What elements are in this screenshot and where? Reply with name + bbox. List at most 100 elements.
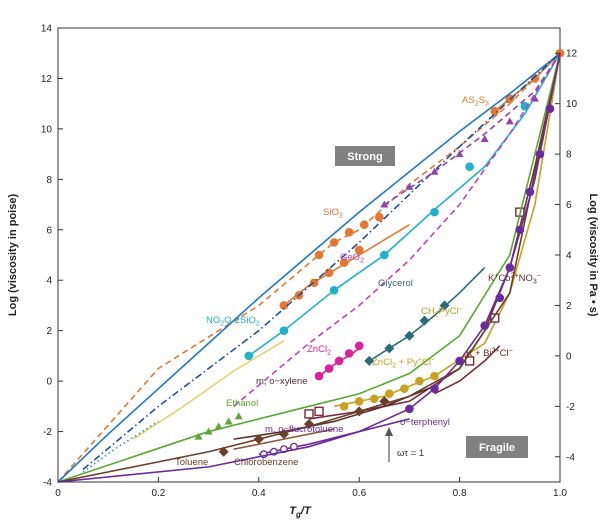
series-point-18 (495, 293, 505, 303)
series-point-3 (430, 207, 439, 217)
series-point-0 (344, 228, 354, 237)
y-left-tick-label: 10 (41, 124, 53, 135)
series-line-14 (233, 385, 435, 440)
series-point-18 (505, 263, 515, 272)
y-right-tick-label: 4 (566, 251, 572, 262)
series-point-7 (380, 200, 389, 208)
series-line-11 (434, 345, 501, 395)
y-left-tick-label: 6 (46, 225, 52, 236)
series-annotation: Ethanol (226, 398, 258, 409)
y-left-tick-label: -4 (43, 478, 52, 489)
y-right-tick-label: 8 (566, 150, 572, 161)
series-point-7 (530, 94, 539, 102)
y-left-tick-label: 12 (41, 74, 53, 85)
y-left-tick-label: 14 (41, 24, 53, 35)
series-point-0 (314, 250, 324, 260)
x-tick-label: 0 (55, 488, 61, 499)
series-point-8 (314, 371, 324, 381)
series-point-12 (490, 313, 500, 323)
series-line-3 (248, 52, 561, 357)
series-annotation: K + Bi3+Cl− (466, 348, 513, 360)
y-axis-left-title: Log (viscosity in poise) (7, 194, 19, 317)
series-point-10 (339, 402, 349, 411)
series-point-18 (430, 384, 439, 393)
strong-box (335, 146, 395, 166)
series-point-15 (379, 396, 390, 407)
y-left-tick-label: -2 (43, 427, 52, 438)
y-left-tick-label: 4 (46, 276, 52, 287)
series-annotation: ZnCl2 (307, 344, 331, 357)
series-point-7 (430, 167, 439, 175)
fragile-label: Fragile (479, 442, 515, 454)
x-tick-label: 0.2 (151, 488, 165, 499)
series-point-3 (520, 101, 530, 111)
series-line-10 (333, 53, 561, 408)
x-tick-label: 0.6 (352, 488, 366, 499)
series-point-0 (329, 238, 339, 247)
series-point-8 (324, 364, 334, 373)
series-line-20 (82, 420, 159, 473)
series-annotation: CH2PyCl− (421, 306, 463, 319)
series-point-8 (354, 341, 364, 351)
omega-arrow-head (385, 427, 393, 436)
series-line-5 (82, 52, 561, 471)
series-point-10 (430, 371, 439, 381)
series-annotation: o−terphenyl (400, 417, 450, 428)
series-point-10 (369, 394, 379, 404)
series-point-12 (314, 406, 324, 417)
series-point-3 (380, 250, 389, 260)
y-left-tick-label: 0 (46, 377, 52, 388)
series-point-7 (455, 150, 464, 158)
series-point-13 (214, 422, 223, 430)
series-point-1 (339, 258, 349, 267)
series-point-18 (455, 356, 464, 366)
y-axis-right-title: Log (viscosity in Pa • s) (587, 193, 599, 316)
series-annotation: Glycerol (378, 278, 413, 289)
strong-label: Strong (347, 151, 382, 163)
series-annotation: m, o−flucrotoluene (265, 424, 343, 435)
series-annotation: AS2S3 (462, 95, 489, 108)
series-point-12 (304, 409, 314, 419)
series-point-1 (279, 301, 289, 310)
series-point-18 (535, 149, 545, 159)
y-left-tick-label: 2 (46, 326, 52, 337)
series-point-7 (505, 117, 514, 125)
x-tick-label: 1.0 (553, 488, 567, 499)
fragile-box (466, 436, 528, 458)
series-point-10 (415, 376, 424, 386)
series-point-0 (374, 212, 384, 222)
series-point-9 (384, 343, 395, 354)
tick-layer: 0 0.2 0.4 0.6 0.8 1.0 -4 -2 0 2 4 6 8 10 12 14 -4 -2 0 2 4 6 8… (41, 24, 578, 500)
x-tick-label: 0.4 (252, 488, 266, 499)
y-right-tick-label: 2 (566, 301, 572, 312)
series-point-15 (278, 429, 289, 440)
series-point-18 (405, 404, 414, 414)
series-line-4 (57, 52, 561, 483)
series-annotation: Toluene (175, 457, 208, 468)
series-point-18 (545, 104, 555, 114)
series-annotation: m, o−xylene (256, 376, 308, 387)
series-line-16 (233, 428, 335, 450)
series-point-9 (364, 355, 375, 366)
series-point-15 (253, 434, 264, 445)
series-annotation: SiO2 (323, 207, 343, 220)
y-right-tick-label: 6 (566, 200, 572, 211)
series-point-8 (334, 356, 344, 366)
series-line-7 (383, 52, 561, 206)
series-annotation: GeO2 (340, 252, 364, 265)
series-point-13 (234, 412, 243, 420)
series-point-18 (515, 225, 525, 235)
series-line-9 (368, 267, 486, 362)
series-point-10 (385, 389, 394, 399)
series-point-9 (419, 315, 430, 326)
series-layer (57, 48, 565, 483)
series-point-7 (405, 182, 414, 190)
y-right-tick-label: -4 (566, 452, 575, 463)
series-point-0 (359, 220, 369, 230)
y-right-tick-label: 10 (566, 99, 578, 110)
series-point-8 (344, 349, 354, 358)
series-point-15 (354, 406, 365, 417)
series-point-7 (480, 134, 489, 142)
y-right-tick-label: 12 (566, 49, 578, 60)
